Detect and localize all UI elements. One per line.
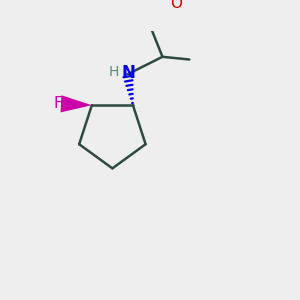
Polygon shape bbox=[61, 95, 92, 112]
Text: H: H bbox=[108, 65, 119, 79]
Text: N: N bbox=[122, 64, 136, 82]
Text: F: F bbox=[53, 96, 62, 111]
Text: O: O bbox=[170, 0, 182, 11]
